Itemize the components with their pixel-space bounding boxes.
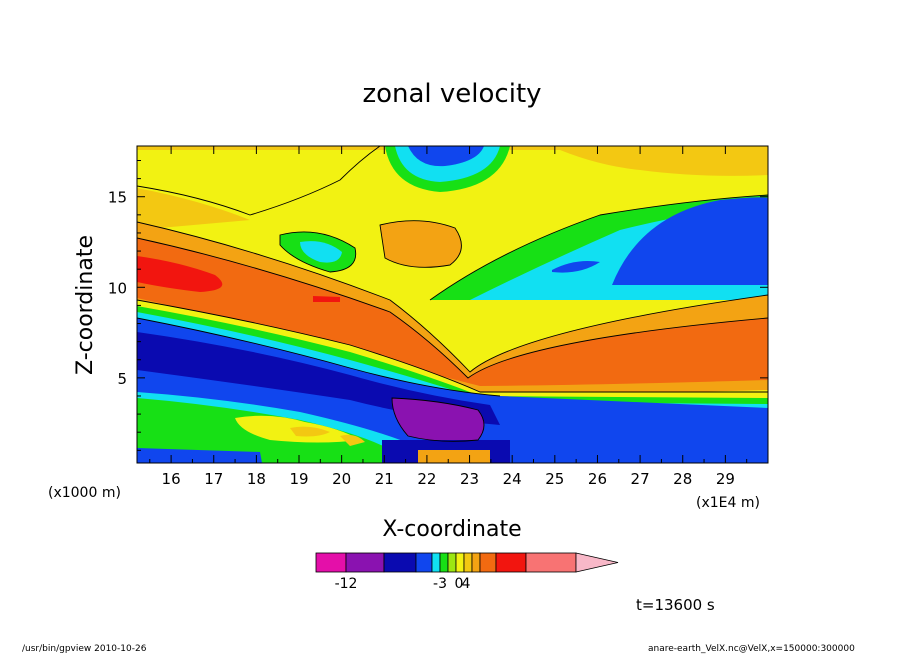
- surface-speck: [340, 434, 365, 446]
- x-tick-label: 25: [545, 470, 564, 488]
- colorbar-cell: [455, 552, 465, 573]
- colorbar: -12 -3 04: [315, 552, 619, 592]
- x-tick-label: 16: [162, 470, 181, 488]
- y-tick-label: 10: [108, 279, 127, 297]
- x-tick-label: 19: [289, 470, 308, 488]
- colorbar-cell: [525, 552, 577, 573]
- x-unit-right: (x1E4 m): [696, 495, 760, 511]
- x-tick-label: 26: [588, 470, 607, 488]
- colorbar-tick-label: -12: [335, 576, 358, 592]
- colorbar-tick-label: 0: [455, 576, 464, 592]
- x-tick-label: 24: [503, 470, 522, 488]
- lower-orange-cell: [290, 426, 330, 437]
- x-tick-label: 21: [375, 470, 394, 488]
- y-tick-label: 15: [108, 189, 127, 207]
- surface-orange: [418, 450, 490, 463]
- x-tick-label: 23: [460, 470, 479, 488]
- colorbar-cell: [471, 552, 481, 573]
- colorbar-cell: [439, 552, 449, 573]
- x-tick-label: 28: [673, 470, 692, 488]
- colorbar-cell: [479, 552, 497, 573]
- x-tick-label: 22: [417, 470, 436, 488]
- x-axis-ticks: 16 17 18 19 20 21 22 23 24 25 26 27 28 29: [149, 146, 748, 488]
- footer-left: /usr/bin/gpview 2010-10-26: [22, 644, 147, 654]
- colorbar-cell: [431, 552, 441, 573]
- chart-title: zonal velocity: [362, 79, 541, 109]
- right-blue: [612, 197, 768, 285]
- y-axis-label: Z-coordinate: [73, 235, 98, 375]
- colorbar-cell: [383, 552, 417, 573]
- jet-orange: [137, 238, 768, 386]
- time-annotation: t=13600 s: [636, 596, 715, 614]
- bottom-blue: [137, 448, 262, 463]
- x-tick-label: 20: [332, 470, 351, 488]
- colorbar-cell: [315, 552, 347, 573]
- colorbar-cell: [495, 552, 527, 573]
- x-tick-label: 29: [716, 470, 735, 488]
- jet-red-spot: [313, 296, 340, 302]
- x-tick-label: 18: [247, 470, 266, 488]
- y-tick-label: 5: [117, 370, 127, 388]
- plot-frame: [136, 145, 769, 464]
- jet-red-core: [137, 256, 223, 292]
- colorbar-cell: [447, 552, 457, 573]
- top-fringe: [137, 146, 768, 176]
- central-cell: [380, 220, 462, 268]
- y-axis-ticks: 5 10 15: [108, 159, 768, 451]
- plot-field: [137, 146, 768, 463]
- colorbar-cell: [345, 552, 385, 573]
- x-axis-label: X-coordinate: [382, 517, 521, 542]
- colorbar-tick-label: 4: [462, 576, 471, 592]
- x-unit-left: (x1000 m): [48, 485, 121, 501]
- right-blue-blob: [552, 261, 600, 273]
- x-tick-label: 17: [204, 470, 223, 488]
- upper-left-shade: [137, 188, 250, 230]
- colorbar-cell: [415, 552, 433, 573]
- surface-purple: [392, 398, 484, 442]
- colorbar-tick-label: -3: [433, 576, 447, 592]
- left-cyan-lens: [300, 241, 342, 263]
- footer-right: anare-earth_VelX.nc@VelX,x=150000:300000: [648, 644, 855, 654]
- colorbar-cell: [463, 552, 473, 573]
- colorbar-extension: [575, 552, 619, 573]
- contour-lines: [137, 146, 768, 442]
- x-tick-label: 27: [631, 470, 650, 488]
